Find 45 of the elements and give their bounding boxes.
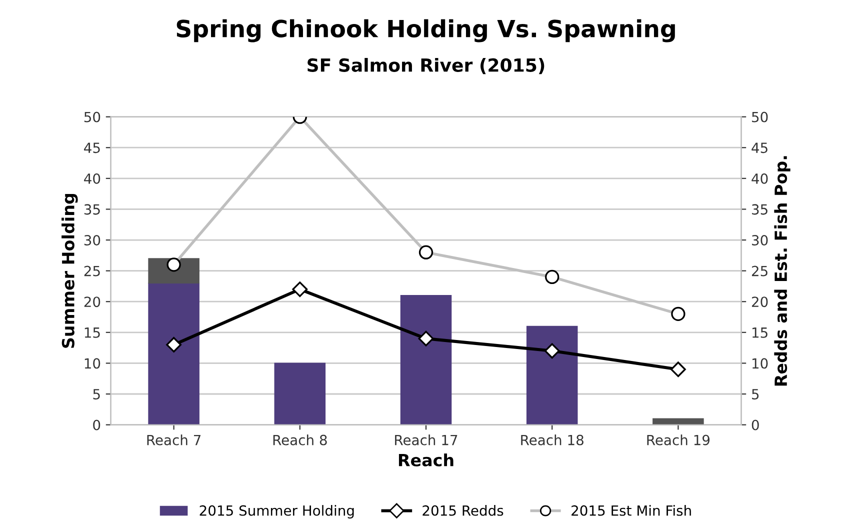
point (544, 343, 560, 359)
y2-tick-label: 45 (752, 142, 768, 154)
y-tick-label: 20 (84, 296, 100, 308)
point (418, 330, 434, 346)
y2-tick-label: 0 (752, 420, 759, 430)
y2-tick-label: 40 (752, 173, 768, 184)
point (670, 362, 686, 378)
y2-tick-label: 35 (752, 204, 768, 215)
chart-subtitle: SF Salmon River (2015) (308, 58, 544, 74)
y-tick-label: 15 (84, 328, 100, 338)
y-tick-label: 5 (93, 389, 100, 400)
x-tick-label: Reach 8 (273, 434, 327, 446)
point (166, 337, 182, 352)
chart-title: Spring Chinook Holding Vs. Spawning (176, 19, 675, 42)
x-tick-label: Reach 18 (521, 434, 584, 446)
y-axis-title: Summer Holding (62, 194, 78, 348)
y2-tick-label: 5 (752, 389, 759, 400)
point (292, 282, 308, 297)
y-tick-label: 45 (84, 142, 100, 154)
x-axis-title: Reach (398, 454, 454, 466)
bar (400, 295, 452, 425)
y-tick-label: 35 (84, 204, 100, 215)
y-tick-label: 25 (84, 266, 100, 276)
x-tick-label: Reach 17 (395, 434, 458, 446)
legend-label: 2015 Redds (422, 505, 504, 516)
y2-tick-label: 30 (752, 234, 768, 246)
x-tick-label: Reach 7 (147, 434, 201, 446)
y2-tick-label: 20 (752, 296, 768, 308)
bar (652, 418, 704, 425)
y-tick-label: 30 (84, 234, 100, 246)
y2-axis-title: Redds and Est. Fish Pop. (774, 156, 790, 386)
y-tick-label: 50 (84, 112, 100, 122)
legend-label: 2015 Summer Holding (200, 505, 354, 518)
y2-tick-label: 25 (752, 266, 768, 276)
y2-tick-label: 10 (752, 358, 768, 369)
legend-label: 2015 Est Min Fish (572, 505, 691, 516)
y-tick-label: 0 (93, 420, 100, 430)
bar (274, 362, 326, 425)
x-tick-label: Reach 19 (647, 434, 710, 446)
bar (148, 282, 200, 425)
bar (526, 326, 578, 425)
y-tick-label: 40 (84, 173, 100, 184)
y-tick-label: 10 (84, 358, 100, 369)
y2-tick-label: 50 (752, 112, 768, 122)
y2-tick-label: 15 (752, 328, 768, 338)
